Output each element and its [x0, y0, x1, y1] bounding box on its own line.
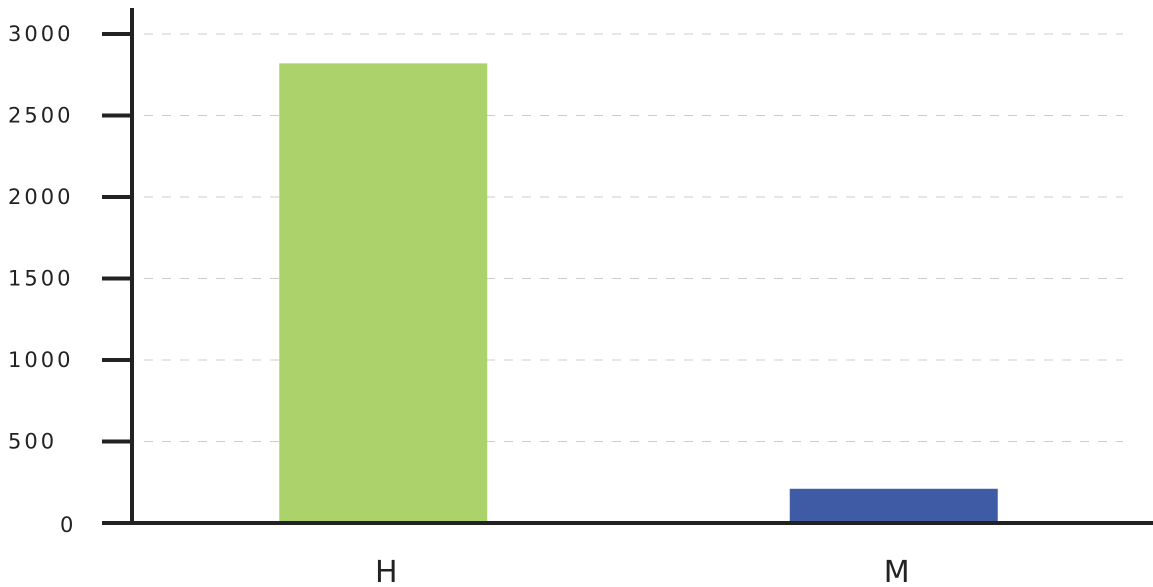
y-tick-labels: 0 500 1000 1500 2000 2500 3000: [8, 22, 76, 537]
y-tick-label: 0: [60, 513, 76, 537]
x-tick-label: M: [884, 555, 910, 587]
axes: [102, 8, 1153, 525]
x-tick-label: H: [375, 555, 398, 587]
bars: [279, 63, 998, 524]
y-tick-label: 1000: [8, 348, 73, 372]
bar-m: [789, 488, 998, 523]
bar-h: [279, 63, 488, 524]
y-tick-label: 2500: [8, 104, 73, 128]
y-tick-label: 1500: [8, 267, 73, 291]
y-tick-label: 3000: [8, 22, 73, 46]
y-tick-label: 2000: [8, 185, 73, 209]
y-tick-label: 500: [8, 430, 57, 454]
